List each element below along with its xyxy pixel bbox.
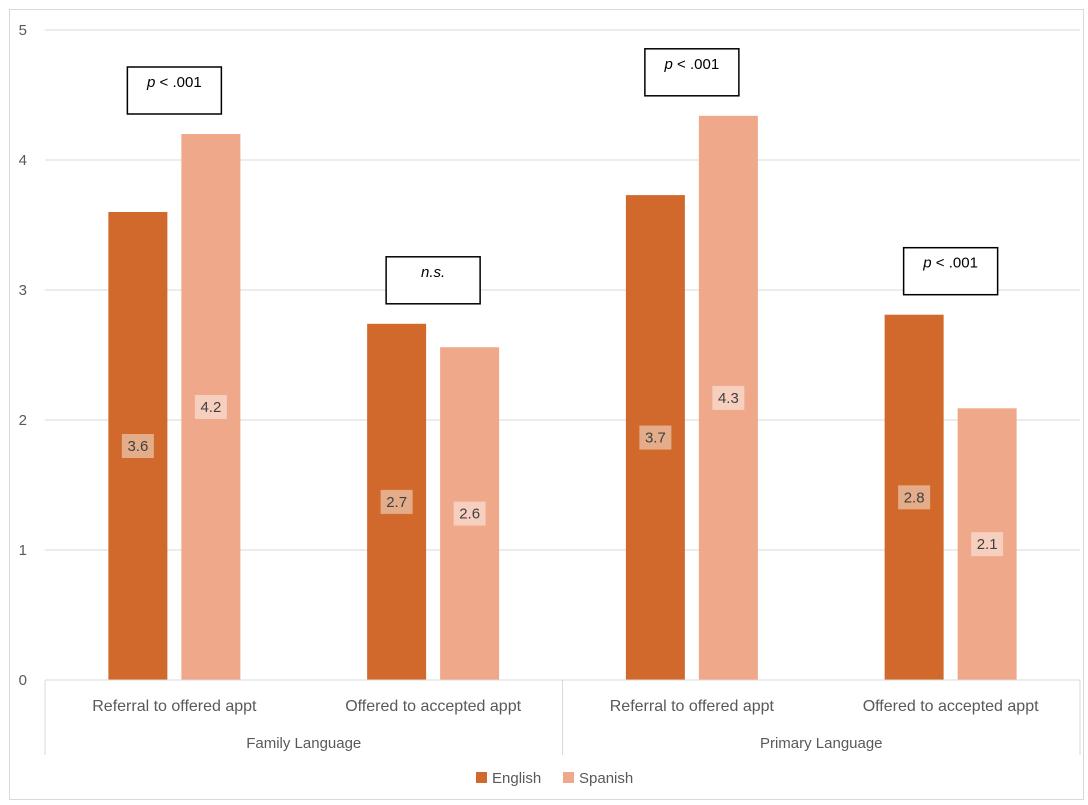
significance-box: p < .001 bbox=[644, 48, 740, 97]
legend-item-spanish: Spanish bbox=[563, 770, 633, 787]
y-tick-label: 4 bbox=[19, 152, 27, 169]
significance-text: p < .001 bbox=[664, 56, 720, 73]
data-label-bg bbox=[121, 434, 154, 458]
data-label: 2.1 bbox=[977, 536, 998, 553]
bar-spanish bbox=[957, 408, 1017, 680]
y-axis-ticks: 0 1 2 3 4 5 bbox=[19, 22, 27, 689]
legend-label: Spanish bbox=[579, 770, 633, 787]
legend-label: English bbox=[492, 770, 541, 787]
bars bbox=[108, 115, 1017, 681]
data-label: 2.8 bbox=[904, 489, 925, 506]
x-axis: Referral to offered appt Offered to accep… bbox=[44, 679, 1081, 755]
significance-box: n.s. bbox=[385, 256, 481, 305]
y-tick-label: 2 bbox=[19, 412, 27, 429]
bar-spanish bbox=[698, 115, 758, 681]
significance-box-frame bbox=[902, 246, 999, 296]
x-group-label: Primary Language bbox=[760, 735, 883, 752]
x-category-label: Offered to accepted appt bbox=[345, 698, 521, 715]
data-label-bg bbox=[639, 425, 672, 450]
significance-boxes: p < .001 n.s. p < .001 p < .001 bbox=[126, 48, 999, 305]
bar-spanish bbox=[181, 134, 241, 680]
significance-text: n.s. bbox=[421, 264, 445, 281]
y-tick-label: 1 bbox=[19, 542, 27, 559]
legend-item-english: English bbox=[476, 770, 541, 787]
significance-box: p < .001 bbox=[126, 66, 223, 115]
legend-swatch bbox=[563, 772, 574, 783]
y-tick-label: 3 bbox=[19, 282, 27, 299]
legend-swatch bbox=[476, 772, 487, 783]
significance-box: p < .001 bbox=[902, 246, 999, 296]
bar-english bbox=[367, 323, 427, 680]
bar-spanish bbox=[440, 347, 500, 680]
data-label-bg bbox=[194, 395, 227, 419]
significance-box-frame bbox=[644, 48, 740, 97]
x-category-label: Referral to offered appt bbox=[92, 698, 257, 715]
data-label-bg bbox=[453, 501, 486, 526]
data-label: 3.6 bbox=[127, 438, 148, 455]
significance-box-frame bbox=[385, 256, 481, 305]
data-labels: 3.6 4.2 2.7 2.6 3.7 4.3 2.8 2.1 bbox=[121, 385, 1004, 557]
bar-english bbox=[625, 195, 685, 680]
bar-english bbox=[884, 314, 944, 680]
data-label-bg bbox=[898, 485, 931, 510]
data-label: 4.3 bbox=[718, 390, 739, 407]
data-label: 2.6 bbox=[459, 506, 480, 523]
significance-text: p < .001 bbox=[922, 255, 978, 272]
x-category-label: Referral to offered appt bbox=[610, 698, 775, 715]
bar-english bbox=[108, 212, 168, 680]
data-label: 4.2 bbox=[200, 399, 221, 416]
data-label: 3.7 bbox=[645, 430, 666, 447]
legend: English Spanish bbox=[476, 770, 633, 787]
significance-box-frame bbox=[126, 66, 223, 115]
significance-text: p < .001 bbox=[146, 74, 202, 91]
data-label: 2.7 bbox=[386, 494, 407, 511]
x-group-label: Family Language bbox=[246, 735, 361, 752]
x-category-label: Offered to accepted appt bbox=[863, 698, 1039, 715]
data-label-bg bbox=[380, 489, 413, 514]
data-label-bg bbox=[971, 532, 1004, 557]
y-tick-label: 0 bbox=[19, 672, 27, 689]
data-label-bg bbox=[712, 385, 745, 410]
y-tick-label: 5 bbox=[19, 22, 27, 39]
